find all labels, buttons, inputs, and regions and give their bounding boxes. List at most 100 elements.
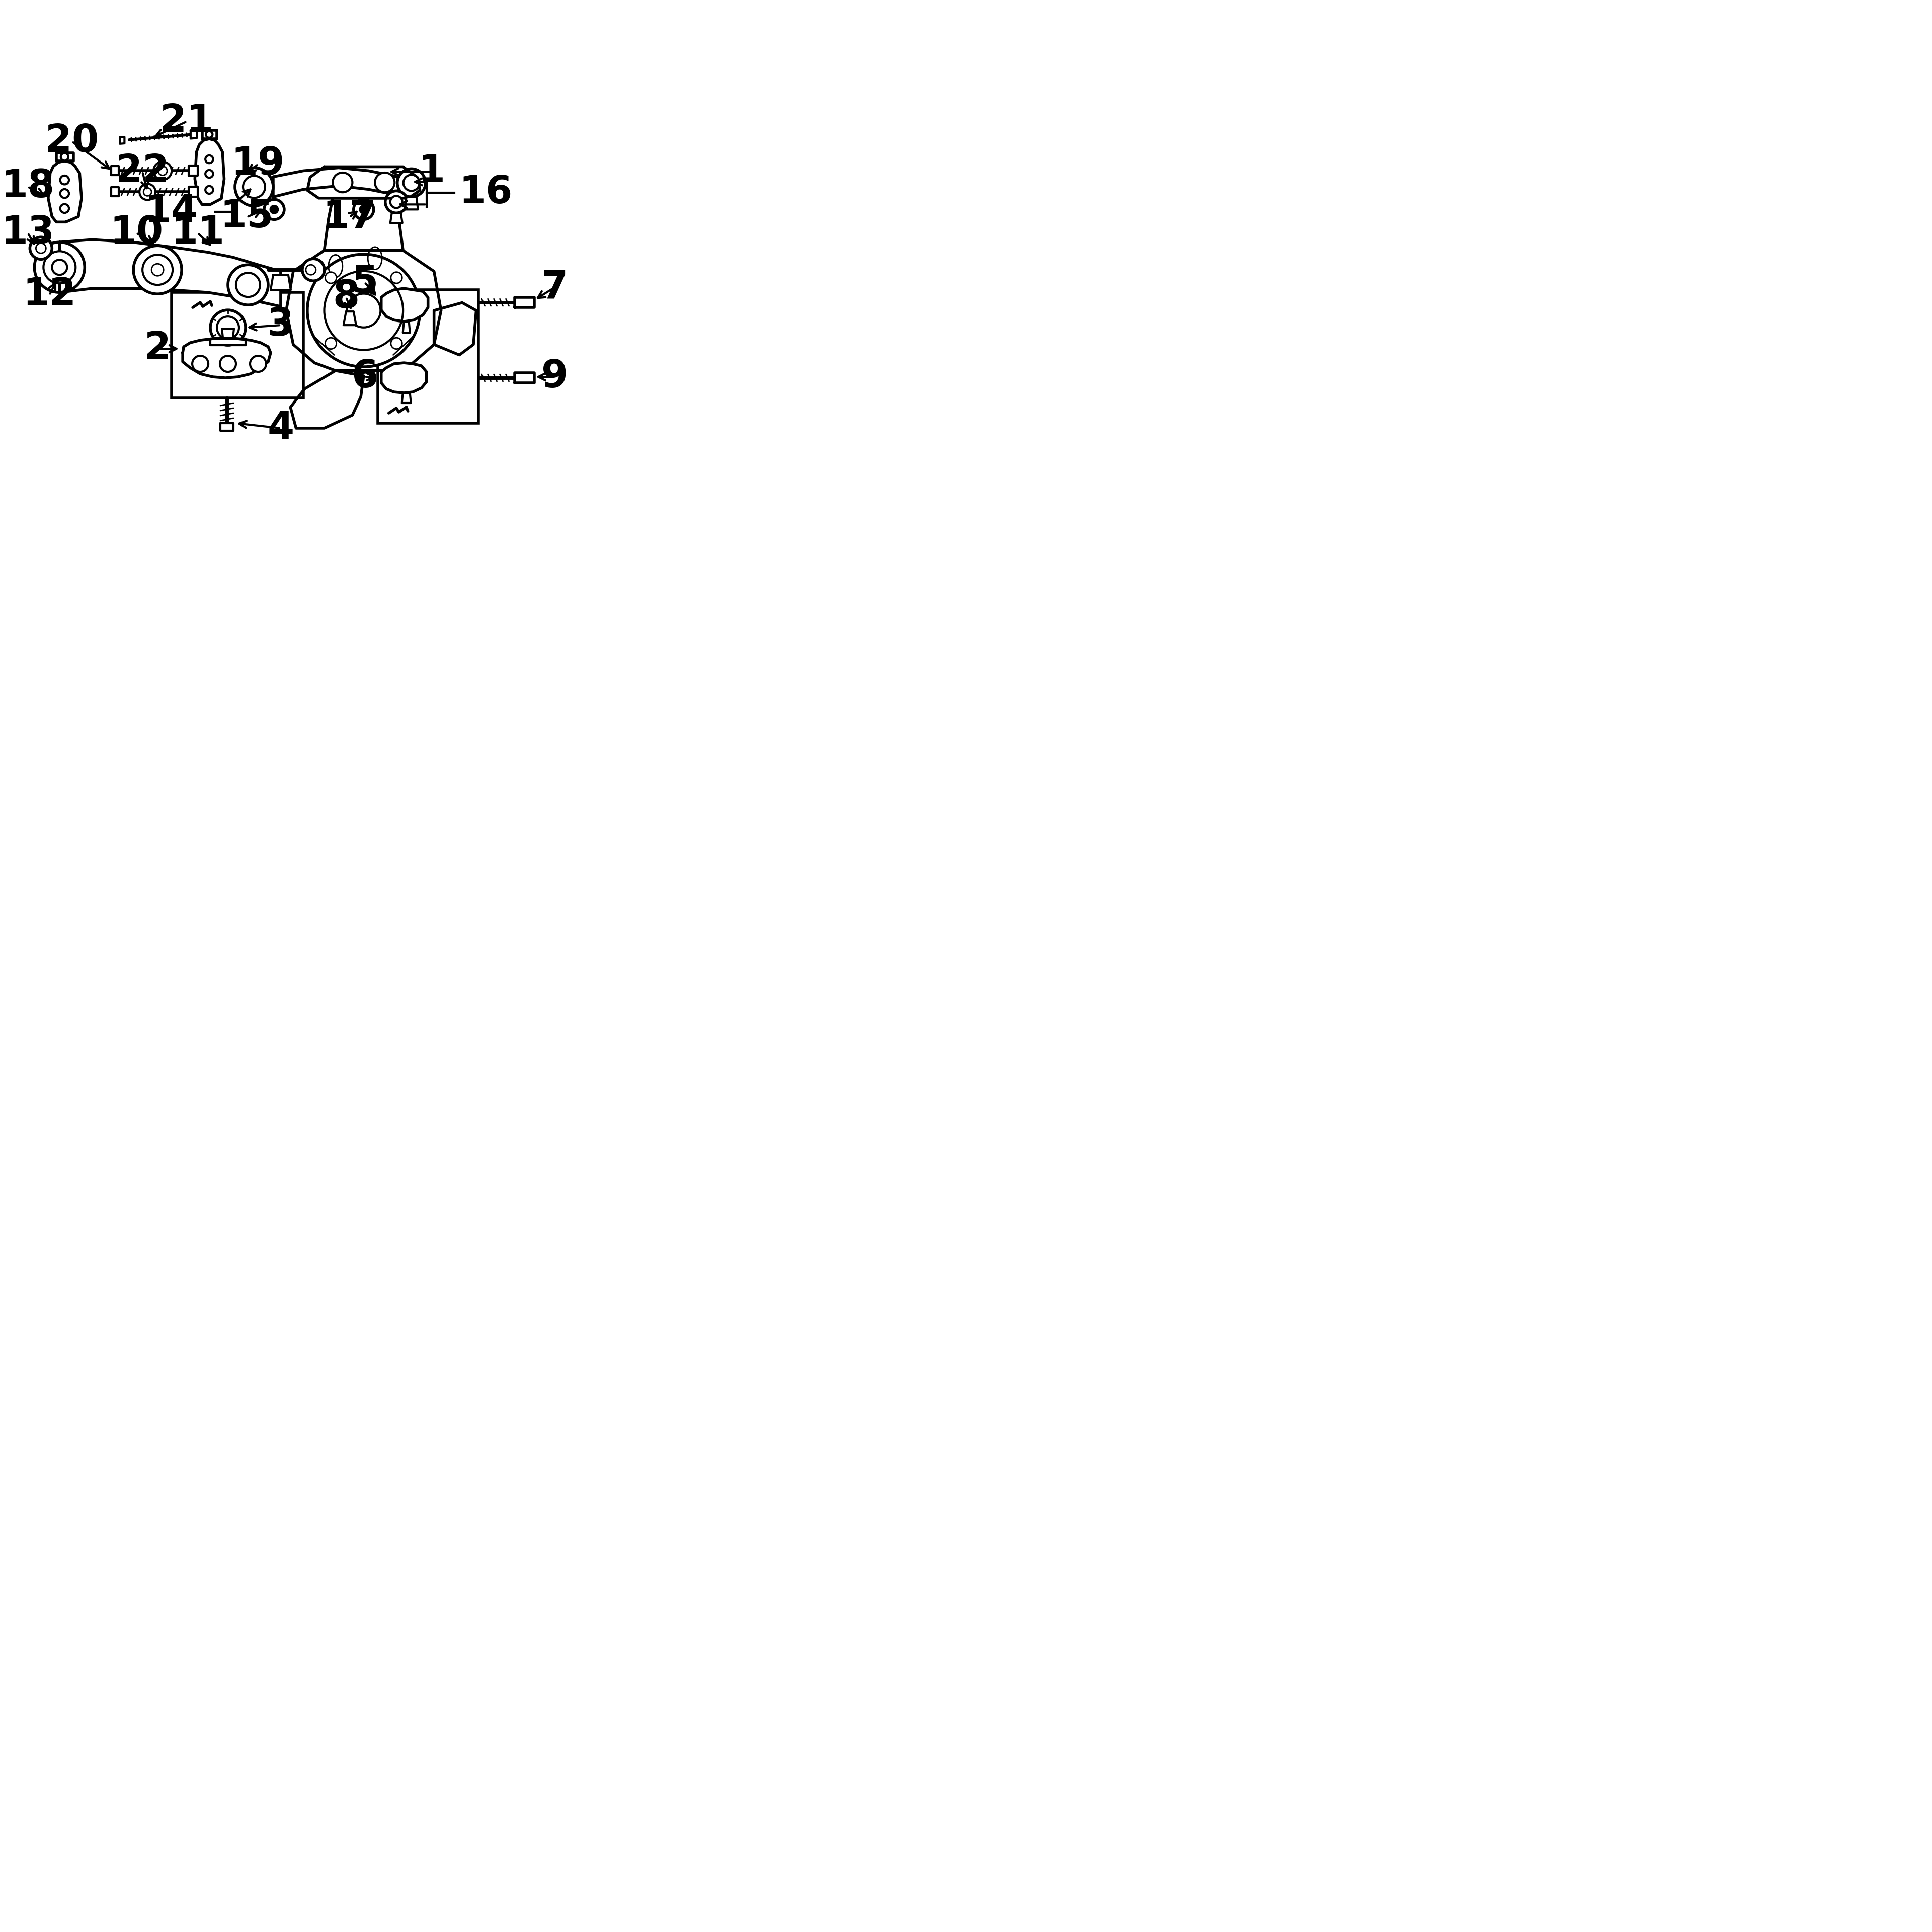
Circle shape [332,172,352,193]
Text: 21: 21 [160,102,213,141]
Circle shape [390,272,402,284]
Circle shape [404,174,419,191]
Circle shape [220,355,236,371]
Circle shape [228,265,269,305]
Text: 6: 6 [352,357,379,396]
Polygon shape [48,160,81,222]
Polygon shape [402,392,412,404]
Bar [172,292,303,398]
Text: 18: 18 [2,168,54,205]
Text: 20: 20 [44,124,99,160]
Polygon shape [514,298,535,307]
Circle shape [193,355,209,371]
Polygon shape [203,129,216,139]
Circle shape [325,338,336,350]
Text: 14: 14 [145,193,197,230]
Circle shape [265,199,284,220]
Circle shape [236,168,272,207]
Circle shape [236,272,261,298]
Circle shape [390,338,402,350]
Circle shape [307,255,419,367]
Circle shape [354,199,373,220]
Circle shape [52,259,68,274]
Polygon shape [112,187,120,197]
Polygon shape [290,371,363,429]
Polygon shape [286,251,440,371]
Circle shape [270,205,278,214]
Polygon shape [406,197,417,209]
Circle shape [211,309,245,346]
Circle shape [301,259,325,280]
Text: 22: 22 [116,153,170,191]
Polygon shape [211,338,245,346]
Circle shape [133,245,182,294]
Polygon shape [222,328,234,338]
Text: 2: 2 [145,330,170,367]
Text: 16: 16 [460,174,512,211]
Polygon shape [184,338,270,379]
Polygon shape [514,373,535,383]
Polygon shape [270,274,290,290]
Circle shape [305,265,317,274]
Circle shape [398,168,425,197]
Circle shape [43,251,75,284]
Circle shape [60,176,70,184]
Circle shape [143,255,172,284]
Circle shape [207,131,213,137]
Text: 1: 1 [417,153,444,191]
Polygon shape [120,137,124,143]
Polygon shape [435,303,477,355]
Circle shape [205,185,213,193]
Circle shape [205,155,213,162]
Polygon shape [390,213,402,222]
Circle shape [151,265,164,276]
Text: 12: 12 [23,276,75,313]
Circle shape [60,189,70,197]
Polygon shape [307,166,419,199]
Polygon shape [189,187,197,197]
Text: 11: 11 [172,214,224,251]
Text: 19: 19 [232,145,284,184]
Polygon shape [56,153,73,160]
Polygon shape [195,139,224,205]
Text: 17: 17 [323,199,377,236]
Polygon shape [344,311,355,325]
Text: 4: 4 [267,410,294,446]
Circle shape [60,205,70,213]
Circle shape [216,317,240,338]
Bar [379,290,479,423]
Circle shape [139,184,156,199]
Circle shape [60,153,68,160]
Polygon shape [60,240,280,307]
Circle shape [384,191,408,213]
Polygon shape [381,363,427,392]
Circle shape [375,172,394,193]
Circle shape [243,176,265,197]
Polygon shape [272,168,412,201]
Text: 7: 7 [541,269,568,305]
Polygon shape [404,321,410,332]
Text: 10: 10 [110,214,162,251]
Circle shape [205,170,213,178]
Circle shape [29,238,52,259]
Circle shape [37,243,46,253]
Circle shape [249,355,267,371]
Circle shape [158,166,166,176]
Text: 15: 15 [220,199,274,236]
Text: 9: 9 [541,357,568,396]
Polygon shape [325,199,404,251]
Polygon shape [381,288,429,321]
Polygon shape [112,166,120,176]
Text: 13: 13 [2,214,54,251]
Polygon shape [189,166,197,176]
Circle shape [153,162,172,180]
Circle shape [390,195,402,209]
Polygon shape [220,423,234,431]
Circle shape [359,205,367,214]
Polygon shape [191,129,197,139]
Text: 5: 5 [352,265,379,301]
Text: 3: 3 [267,307,294,344]
Circle shape [325,272,336,284]
Text: 8: 8 [332,278,359,317]
Circle shape [143,187,151,195]
